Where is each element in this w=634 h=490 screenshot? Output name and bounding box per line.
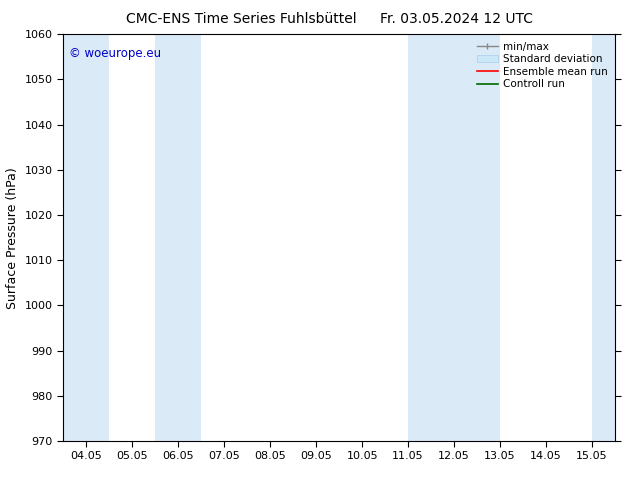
Y-axis label: Surface Pressure (hPa): Surface Pressure (hPa) xyxy=(6,167,19,309)
Bar xyxy=(454,34,500,441)
Text: Fr. 03.05.2024 12 UTC: Fr. 03.05.2024 12 UTC xyxy=(380,12,533,26)
Bar xyxy=(408,34,454,441)
Bar xyxy=(592,34,615,441)
Bar xyxy=(155,34,202,441)
Bar xyxy=(63,34,110,441)
Text: © woeurope.eu: © woeurope.eu xyxy=(69,47,161,59)
Legend: min/max, Standard deviation, Ensemble mean run, Controll run: min/max, Standard deviation, Ensemble me… xyxy=(475,40,610,92)
Text: CMC-ENS Time Series Fuhlsbüttel: CMC-ENS Time Series Fuhlsbüttel xyxy=(126,12,356,26)
